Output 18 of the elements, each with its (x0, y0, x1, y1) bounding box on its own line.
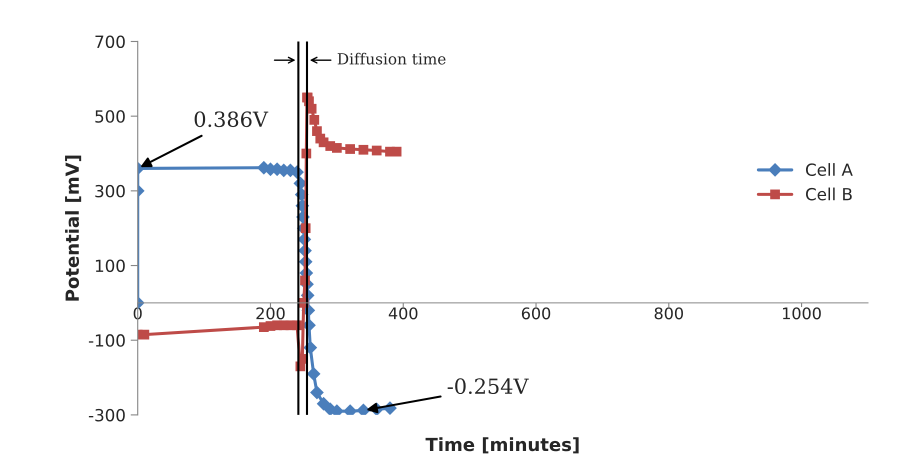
x-tick-label: 400 (388, 307, 418, 320)
annotation: Diffusion time (338, 52, 446, 65)
y-tick-label: -300 (88, 408, 125, 422)
x-axis-title: Time [minutes] (426, 437, 579, 454)
y-tick-label: 700 (95, 35, 125, 48)
x-tick-label: 1000 (782, 307, 821, 320)
x-tick-label: 800 (654, 307, 683, 320)
legend-label: Cell B (806, 188, 852, 200)
y-axis-title: Potential [mV] (65, 156, 82, 301)
annotation: -0.254V (448, 378, 529, 394)
annotation: 0.386V (194, 111, 268, 128)
x-tick-label: 200 (256, 307, 285, 320)
x-tick-label: 600 (522, 307, 550, 320)
y-tick-label: -100 (88, 334, 125, 347)
y-tick-label: 100 (96, 260, 125, 272)
y-tick-label: 500 (95, 110, 125, 123)
legend-label: Cell A (806, 163, 853, 176)
y-tick-label: 300 (95, 184, 125, 198)
